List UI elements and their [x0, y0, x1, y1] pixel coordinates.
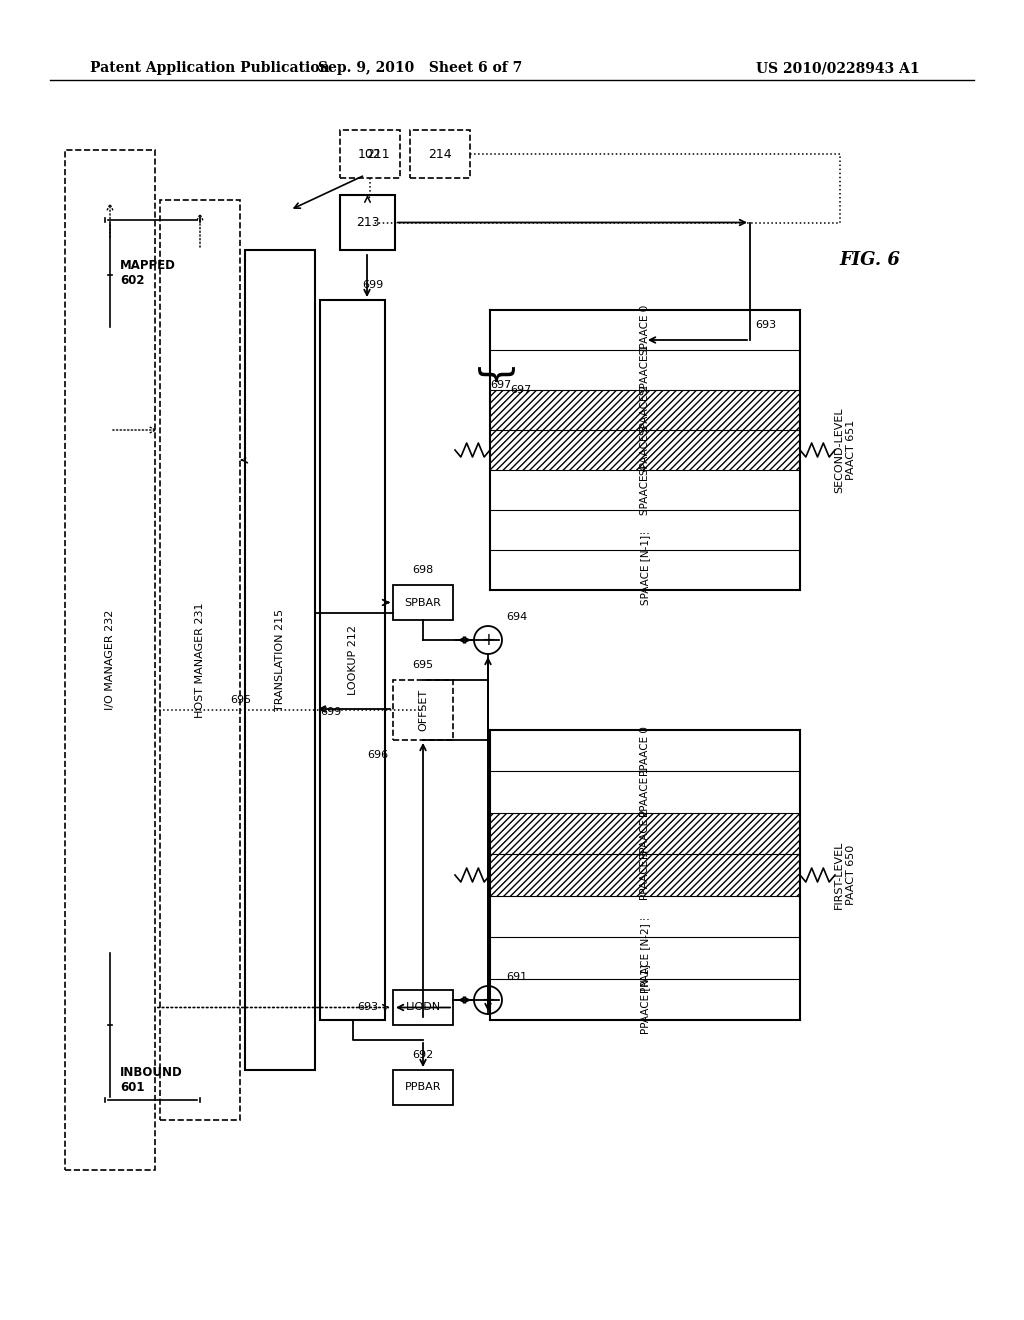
FancyBboxPatch shape — [160, 201, 240, 1119]
Bar — [490, 389, 800, 430]
Text: SPAACE 1: SPAACE 1 — [640, 345, 650, 395]
Text: SPAACE 3: SPAACE 3 — [640, 425, 650, 475]
Text: HOST MANAGER 231: HOST MANAGER 231 — [195, 602, 205, 718]
Bar — [490, 430, 800, 470]
Text: {: { — [473, 358, 511, 383]
FancyBboxPatch shape — [393, 585, 453, 620]
FancyBboxPatch shape — [393, 990, 453, 1026]
Text: PPAACE [N-1]: PPAACE [N-1] — [640, 965, 650, 1034]
FancyBboxPatch shape — [245, 249, 315, 1071]
Text: FIG. 6: FIG. 6 — [840, 251, 900, 269]
Text: 699: 699 — [361, 280, 383, 290]
Text: SPBAR: SPBAR — [404, 598, 441, 607]
Text: PPAACE 3: PPAACE 3 — [640, 850, 650, 900]
Text: 699: 699 — [319, 708, 341, 717]
Text: PPBAR: PPBAR — [404, 1082, 441, 1093]
Text: SPAACE 0: SPAACE 0 — [640, 305, 650, 355]
Text: 692: 692 — [413, 1049, 433, 1060]
Text: LOOKUP 212: LOOKUP 212 — [347, 624, 357, 696]
Text: 695: 695 — [413, 660, 433, 671]
Text: 213: 213 — [355, 216, 379, 228]
Text: PPAACE [N-2]: PPAACE [N-2] — [640, 923, 650, 993]
Text: FIRST-LEVEL
PAACT 650: FIRST-LEVEL PAACT 650 — [835, 841, 856, 909]
Text: OFFSET: OFFSET — [418, 689, 428, 731]
Text: ...: ... — [639, 524, 651, 536]
Text: 693: 693 — [357, 1002, 378, 1012]
Text: 214: 214 — [428, 148, 452, 161]
Text: PPAACE 0: PPAACE 0 — [640, 726, 650, 776]
FancyBboxPatch shape — [319, 300, 385, 1020]
Text: 697: 697 — [510, 385, 531, 395]
Text: SECOND-LEVEL
PAACT 651: SECOND-LEVEL PAACT 651 — [835, 407, 856, 492]
Text: MAPPED
602: MAPPED 602 — [120, 259, 176, 286]
Text: Patent Application Publication: Patent Application Publication — [90, 61, 330, 75]
FancyBboxPatch shape — [410, 129, 470, 178]
FancyBboxPatch shape — [340, 195, 395, 249]
Text: US 2010/0228943 A1: US 2010/0228943 A1 — [757, 61, 920, 75]
FancyBboxPatch shape — [393, 680, 453, 741]
Text: 693: 693 — [755, 319, 776, 330]
Text: PPAACE 1: PPAACE 1 — [640, 767, 650, 817]
Text: SPAACE [N-1]: SPAACE [N-1] — [640, 535, 650, 605]
Bar — [490, 813, 800, 854]
Text: SPAACE 4: SPAACE 4 — [640, 465, 650, 515]
Text: ...: ... — [639, 909, 651, 923]
FancyBboxPatch shape — [65, 150, 155, 1170]
Text: +: + — [481, 631, 495, 649]
Text: 696: 696 — [368, 750, 388, 760]
Text: SPAACE 2: SPAACE 2 — [640, 385, 650, 436]
Text: 691: 691 — [506, 972, 527, 982]
Text: I/O MANAGER 232: I/O MANAGER 232 — [105, 610, 115, 710]
Text: 211: 211 — [367, 149, 390, 161]
FancyBboxPatch shape — [393, 1071, 453, 1105]
Text: 694: 694 — [506, 612, 527, 622]
Text: TRANSLATION 215: TRANSLATION 215 — [275, 609, 285, 711]
Text: LIODN: LIODN — [406, 1002, 440, 1012]
Text: 695: 695 — [230, 696, 251, 705]
Text: Sep. 9, 2010   Sheet 6 of 7: Sep. 9, 2010 Sheet 6 of 7 — [317, 61, 522, 75]
Text: INBOUND
601: INBOUND 601 — [120, 1067, 182, 1094]
Bar — [490, 854, 800, 896]
FancyBboxPatch shape — [340, 129, 400, 178]
Text: 102: 102 — [358, 148, 382, 161]
Text: 698: 698 — [413, 565, 433, 576]
Text: PPAACE 2: PPAACE 2 — [640, 809, 650, 858]
Text: +: + — [481, 991, 495, 1008]
Text: 697: 697 — [490, 380, 511, 389]
